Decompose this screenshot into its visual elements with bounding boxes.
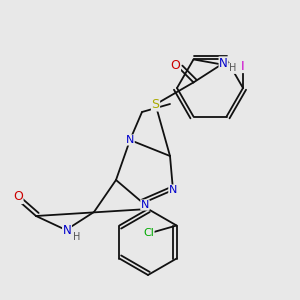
Text: N: N [63, 224, 71, 238]
Text: N: N [169, 185, 177, 195]
Text: I: I [241, 59, 245, 73]
Text: Cl: Cl [143, 229, 154, 238]
Text: O: O [13, 190, 23, 203]
Text: S: S [152, 98, 160, 111]
Text: N: N [219, 57, 228, 70]
Text: N: N [141, 200, 149, 210]
Text: N: N [126, 135, 134, 145]
Text: O: O [171, 59, 180, 72]
Text: H: H [73, 232, 81, 242]
Text: H: H [229, 63, 236, 74]
